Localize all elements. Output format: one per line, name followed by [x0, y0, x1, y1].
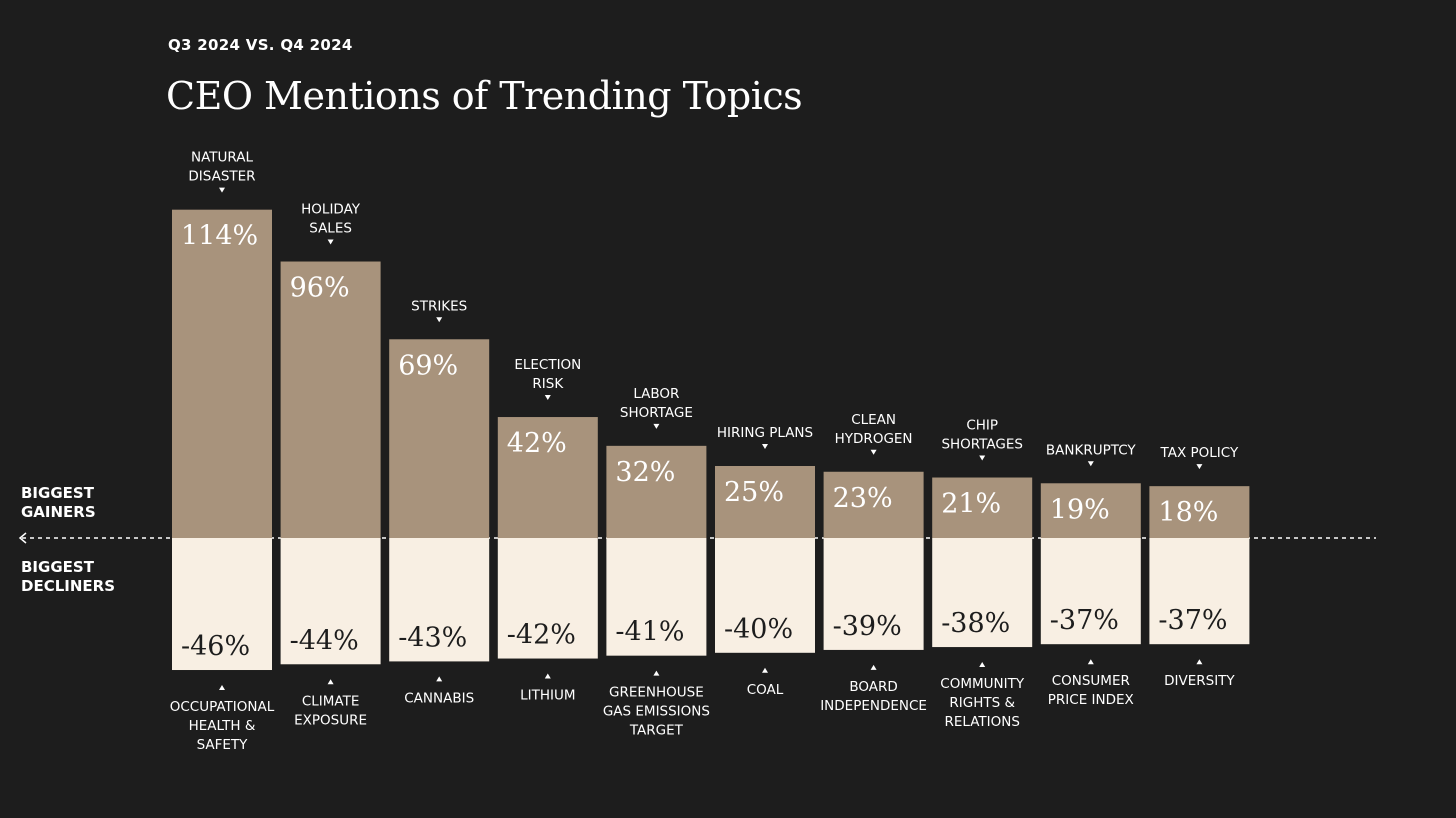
gainer-bar	[1040, 483, 1141, 538]
decliner-bar	[172, 538, 272, 671]
down-triangle-icon	[327, 239, 334, 245]
decliners-label-text: BIGGEST DECLINERS	[21, 558, 115, 595]
decliner-value-label: -40%	[724, 614, 793, 645]
baseline-arrow-icon	[18, 532, 27, 544]
gainer-bar	[1149, 486, 1250, 538]
gainer-bar	[606, 445, 707, 538]
gainer-bar	[932, 477, 1033, 538]
gainer-value-label: 25%	[724, 477, 784, 508]
up-triangle-icon	[762, 667, 768, 673]
up-triangle-icon	[979, 662, 986, 668]
down-triangle-icon	[544, 395, 551, 401]
gainer-bar	[280, 261, 381, 538]
down-triangle-icon	[1196, 464, 1203, 470]
decliner-category-label: BOARD INDEPENDENCE	[820, 679, 927, 714]
down-triangle-icon	[219, 187, 225, 193]
gainer-value-label: 32%	[615, 457, 675, 488]
gainer-bar	[172, 209, 272, 538]
down-triangle-icon	[1087, 461, 1094, 467]
decliner-value-label: -46%	[181, 631, 250, 662]
gainer-value-label: 96%	[290, 273, 350, 304]
decliner-bar	[823, 538, 924, 650]
down-triangle-icon	[653, 423, 660, 429]
decliner-bar	[932, 538, 1033, 648]
decliner-value-label: -39%	[833, 611, 902, 642]
decliner-category-label: DIVERSITY	[1164, 673, 1235, 689]
gainer-category-label: HIRING PLANS	[717, 425, 813, 441]
gainer-category-label: HOLIDAY SALES	[301, 202, 361, 237]
gainer-value-label: 18%	[1158, 497, 1218, 528]
gainer-bar	[389, 339, 490, 538]
decliner-category-label: CONSUMER PRICE INDEX	[1048, 673, 1134, 708]
gainer-bar	[715, 466, 815, 538]
decliner-bar	[1149, 538, 1250, 645]
gainer-category-label: TAX POLICY	[1160, 445, 1239, 461]
gainer-value-label: 69%	[398, 350, 458, 381]
gainer-value-label: 19%	[1050, 494, 1110, 525]
gainer-category-label: NATURAL DISASTER	[188, 150, 255, 185]
decliner-value-label: -44%	[290, 625, 359, 656]
decliner-category-label: COMMUNITY RIGHTS & RELATIONS	[940, 676, 1025, 730]
gainer-bar	[823, 471, 924, 538]
gainer-value-label: 42%	[507, 428, 567, 459]
down-triangle-icon	[436, 317, 443, 323]
up-triangle-icon	[870, 664, 877, 670]
decliner-category-label: COAL	[747, 682, 784, 698]
chart-title: CEO Mentions of Trending Topics	[166, 74, 803, 118]
up-triangle-icon	[1087, 659, 1094, 665]
decliner-category-label: GREENHOUSE GAS EMISSIONS TARGET	[603, 685, 710, 739]
up-triangle-icon	[219, 685, 225, 691]
decliner-category-label: LITHIUM	[520, 688, 575, 704]
up-triangle-icon	[436, 676, 443, 682]
decliner-value-label: -38%	[941, 608, 1010, 639]
down-triangle-icon	[870, 449, 877, 455]
decliner-value-label: -42%	[507, 620, 576, 651]
gainer-category-label: ELECTION RISK	[514, 357, 581, 392]
up-triangle-icon	[1196, 659, 1203, 665]
gainer-category-label: LABOR SHORTAGE	[620, 386, 693, 421]
decliner-bar	[715, 538, 815, 653]
decliner-value-label: -37%	[1050, 605, 1119, 636]
gainer-category-label: BANKRUPTCY	[1046, 442, 1136, 458]
gainer-category-label: CHIP SHORTAGES	[941, 418, 1023, 453]
gainer-value-label: 21%	[941, 489, 1001, 520]
up-triangle-icon	[653, 670, 660, 676]
decliner-bar	[389, 538, 490, 662]
down-triangle-icon	[979, 455, 986, 461]
chart-subtitle: Q3 2024 VS. Q4 2024	[168, 36, 353, 54]
up-triangle-icon	[327, 679, 334, 685]
decliner-category-label: OCCUPATIONAL HEALTH & SAFETY	[170, 699, 275, 753]
decliner-bar	[606, 538, 707, 656]
decliner-value-label: -43%	[398, 622, 467, 653]
gainer-value-label: 114%	[181, 221, 258, 252]
decliner-category-label: CLIMATE EXPOSURE	[294, 693, 367, 728]
down-triangle-icon	[762, 444, 768, 449]
decliner-value-label: -37%	[1158, 605, 1227, 636]
gainer-category-label: CLEAN HYDROGEN	[835, 412, 913, 447]
decliner-bar	[1040, 538, 1141, 645]
gainer-value-label: 23%	[833, 483, 893, 514]
decliner-bar	[497, 538, 598, 659]
gainers-side-label: BIGGEST GAINERS	[21, 484, 96, 522]
gainer-category-label: STRIKES	[411, 298, 467, 314]
gainers-label-text: BIGGEST GAINERS	[21, 484, 96, 521]
up-triangle-icon	[544, 673, 551, 679]
gainer-bar	[497, 417, 598, 538]
decliner-value-label: -41%	[615, 617, 684, 648]
decliners-side-label: BIGGEST DECLINERS	[21, 558, 115, 596]
decliner-bar	[280, 538, 381, 665]
decliner-category-label: CANNABIS	[404, 690, 474, 706]
